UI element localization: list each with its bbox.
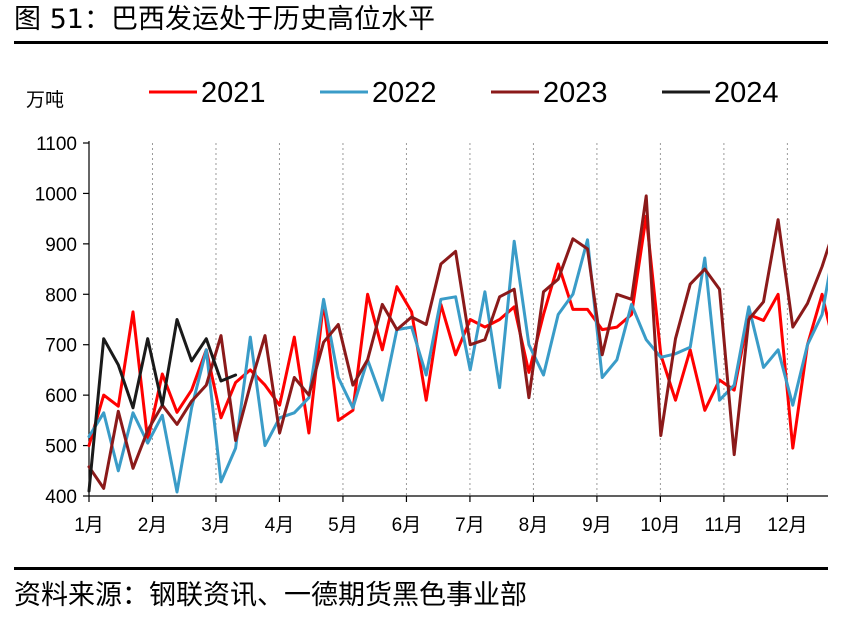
chart-panel: 万吨 400 500 600 700 800 900 1000 1100 1月 2月 3月 4月 5月 6… — [14, 62, 828, 546]
y-tick-label: 800 — [45, 285, 77, 306]
legend-item-2022: 2022 — [320, 77, 437, 109]
x-tick-label: 8月 — [519, 515, 549, 536]
legend-label: 2022 — [372, 77, 437, 109]
legend-label: 2023 — [543, 77, 608, 109]
x-tick-label: 6月 — [392, 515, 422, 536]
y-tick-label: 1000 — [35, 184, 77, 205]
line-chart: 万吨 400 500 600 700 800 900 1000 1100 1月 2月 3月 4月 5月 6… — [26, 77, 828, 536]
x-tick-label: 9月 — [582, 515, 612, 536]
x-tick-label: 12月 — [767, 515, 807, 536]
axes: 400 500 600 700 800 900 1000 1100 1月 2月 3月 4月 5月 6月 7月… — [35, 134, 828, 536]
legend: 2021 2022 2023 2024 — [149, 77, 779, 109]
x-tick-label: 10月 — [640, 515, 680, 536]
y-tick-label: 1100 — [36, 134, 77, 155]
series-line-2024 — [87, 318, 238, 493]
series-lines — [87, 194, 828, 494]
y-tick-label: 600 — [45, 386, 77, 407]
y-axis-unit-label: 万吨 — [26, 89, 64, 111]
legend-label: 2021 — [201, 77, 266, 109]
series-line-2021 — [87, 214, 828, 450]
x-tick-label: 7月 — [455, 515, 485, 536]
series-line-2023 — [87, 194, 828, 490]
title-rule — [14, 41, 828, 44]
legend-item-2024: 2024 — [662, 77, 779, 109]
x-tick-label: 1月 — [74, 515, 104, 536]
legend-item-2023: 2023 — [491, 77, 608, 109]
y-tick-label: 500 — [45, 437, 77, 458]
y-tick-label: 400 — [45, 487, 77, 508]
y-tick-label: 700 — [45, 336, 77, 357]
y-tick-label: 900 — [45, 235, 77, 256]
x-tick-label: 5月 — [328, 515, 358, 536]
figure-title: 图 51：巴西发运处于历史高位水平 — [14, 4, 435, 35]
x-tick-label: 4月 — [265, 515, 295, 536]
x-tick-label: 3月 — [201, 515, 231, 536]
source-note: 资料来源：钢联资讯、一德期货黑色事业部 — [14, 580, 527, 611]
x-tick-label: 11月 — [705, 515, 744, 536]
x-tick-label: 2月 — [138, 515, 168, 536]
series-line-2022 — [87, 238, 828, 494]
legend-label: 2024 — [714, 77, 779, 109]
legend-item-2021: 2021 — [149, 77, 266, 109]
source-rule — [14, 567, 828, 570]
